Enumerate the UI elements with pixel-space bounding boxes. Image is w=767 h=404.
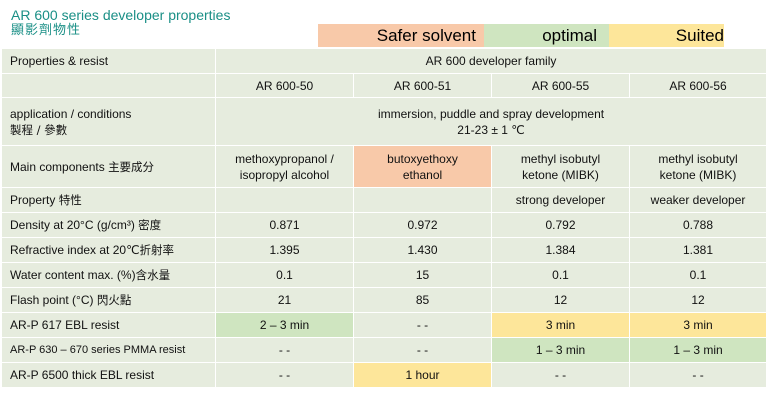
product-ar-600-50: AR 600-50 bbox=[215, 73, 354, 98]
resist-label-cell: AR-P 6500 thick EBL resist bbox=[1, 362, 216, 388]
product-ar-600-55: AR 600-55 bbox=[491, 73, 630, 98]
flash-cell: 12 bbox=[491, 287, 630, 313]
table-row-resist-617: AR-P 617 EBL resist 2 – 3 min - - 3 min … bbox=[1, 312, 767, 338]
resist-time-cell: 3 min bbox=[491, 312, 630, 338]
refractive-cell: 1.395 bbox=[215, 237, 354, 263]
application-value-cell: immersion, puddle and spray development … bbox=[214, 97, 767, 146]
main-components-cell: methyl isobutyl ketone (MIBK) bbox=[628, 145, 767, 188]
developer-family-cell: AR 600 developer family bbox=[214, 48, 767, 74]
application-label-zh: 製程 / 參數 bbox=[10, 122, 68, 137]
main-components-label-zh: 主要成分 bbox=[108, 159, 155, 174]
resist-time-cell: 3 min bbox=[628, 312, 767, 338]
application-value-line2: 21-23 ± 1 ℃ bbox=[457, 122, 525, 137]
flash-cell: 12 bbox=[628, 287, 767, 313]
water-label-zh: 含水量 bbox=[135, 268, 171, 282]
resist-time-cell: 1 – 3 min bbox=[491, 337, 630, 363]
main-components-label-en: Main components bbox=[10, 159, 105, 174]
flash-label-cell: Flash point (°C) 閃火點 bbox=[1, 287, 216, 313]
water-label-en: Water content max. (%) bbox=[10, 268, 136, 282]
resist-time-cell: 1 – 3 min bbox=[628, 337, 767, 363]
header-label-cell: Properties & resist bbox=[1, 48, 216, 74]
resist-label-cell: AR-P 630 – 670 series PMMA resist bbox=[1, 337, 216, 363]
flash-cell: 85 bbox=[353, 287, 492, 313]
water-cell: 0.1 bbox=[491, 262, 630, 288]
table-row-products: AR 600-50 AR 600-51 AR 600-55 AR 600-56 bbox=[1, 73, 767, 98]
empty-cell bbox=[1, 73, 216, 98]
main-components-label-cell: Main components 主要成分 bbox=[1, 145, 216, 188]
main-components-cell: methyl isobutyl ketone (MIBK) bbox=[491, 145, 630, 188]
product-ar-600-51: AR 600-51 bbox=[353, 73, 492, 98]
component-line: ketone (MIBK) bbox=[522, 167, 599, 182]
table-row-property: Property 特性 strong developer weaker deve… bbox=[1, 187, 767, 213]
density-cell: 0.788 bbox=[628, 212, 767, 238]
component-line: ethanol bbox=[402, 167, 443, 182]
legend-suited: Suited bbox=[609, 24, 724, 47]
table-row-resist-6500: AR-P 6500 thick EBL resist - - 1 hour - … bbox=[1, 362, 767, 388]
property-cell: strong developer bbox=[491, 187, 630, 213]
table-row-flash-point: Flash point (°C) 閃火點 21 85 12 12 bbox=[1, 287, 767, 313]
resist-time-cell: 1 hour bbox=[353, 362, 492, 388]
table-row-water-content: Water content max. (%)含水量 0.1 15 0.1 0.1 bbox=[1, 262, 767, 288]
component-line: methyl isobutyl bbox=[520, 151, 601, 166]
water-label-cell: Water content max. (%)含水量 bbox=[1, 262, 216, 288]
flash-cell: 21 bbox=[215, 287, 354, 313]
density-cell: 0.871 bbox=[215, 212, 354, 238]
resist-time-cell: - - bbox=[215, 337, 354, 363]
main-components-cell: butoxyethoxy ethanol bbox=[353, 145, 492, 188]
resist-label-cell: AR-P 617 EBL resist bbox=[1, 312, 216, 338]
property-cell: weaker developer bbox=[628, 187, 767, 213]
density-cell: 0.972 bbox=[353, 212, 492, 238]
page-title: AR 600 series developer properties 顯影劑物性 bbox=[11, 7, 230, 39]
legend-optimal: optimal bbox=[484, 24, 609, 47]
property-label-zh: 特性 bbox=[58, 193, 82, 207]
table-row-application: application / conditions 製程 / 參數 immersi… bbox=[1, 97, 767, 146]
legend-safer-solvent: Safer solvent bbox=[318, 24, 484, 47]
refractive-cell: 1.381 bbox=[628, 237, 767, 263]
component-line: butoxyethoxy bbox=[387, 151, 458, 166]
title-chinese: 顯影劑物性 bbox=[11, 23, 82, 38]
table-row-header: Properties & resist AR 600 developer fam… bbox=[1, 48, 767, 74]
property-cell bbox=[353, 187, 492, 213]
component-line: methoxypropanol / bbox=[235, 151, 334, 166]
density-label-zh: 密度 bbox=[138, 218, 162, 232]
application-label-cell: application / conditions 製程 / 參數 bbox=[1, 97, 216, 146]
property-cell bbox=[215, 187, 354, 213]
resist-time-cell: 2 – 3 min bbox=[215, 312, 354, 338]
table-row-refractive-index: Refractive index at 20℃折射率 1.395 1.430 1… bbox=[1, 237, 767, 263]
component-line: ketone (MIBK) bbox=[659, 167, 737, 182]
table-row-density: Density at 20°C (g/cm³) 密度 0.871 0.972 0… bbox=[1, 212, 767, 238]
refractive-label-en: Refractive index at 20℃ bbox=[10, 243, 140, 257]
component-line: isopropyl alcohol bbox=[239, 167, 330, 182]
water-cell: 0.1 bbox=[628, 262, 767, 288]
density-label-cell: Density at 20°C (g/cm³) 密度 bbox=[1, 212, 216, 238]
main-components-cell: methoxypropanol / isopropyl alcohol bbox=[215, 145, 354, 188]
density-cell: 0.792 bbox=[491, 212, 630, 238]
developer-properties-table: Properties & resist AR 600 developer fam… bbox=[1, 48, 767, 388]
resist-time-cell: - - bbox=[628, 362, 767, 388]
refractive-label-cell: Refractive index at 20℃折射率 bbox=[1, 237, 216, 263]
resist-time-cell: - - bbox=[491, 362, 630, 388]
table-row-resist-630-670: AR-P 630 – 670 series PMMA resist - - - … bbox=[1, 337, 767, 363]
flash-label-zh: 閃火點 bbox=[96, 293, 132, 307]
resist-time-cell: - - bbox=[353, 337, 492, 363]
application-value-line1: immersion, puddle and spray development bbox=[377, 106, 605, 121]
water-cell: 0.1 bbox=[215, 262, 354, 288]
title-english: AR 600 series developer properties bbox=[11, 7, 231, 23]
resist-time-cell: - - bbox=[215, 362, 354, 388]
refractive-cell: 1.430 bbox=[353, 237, 492, 263]
resist-time-cell: - - bbox=[353, 312, 492, 338]
property-label-cell: Property 特性 bbox=[1, 187, 216, 213]
density-label-en: Density at 20°C (g/cm³) bbox=[10, 218, 135, 232]
product-ar-600-56: AR 600-56 bbox=[628, 73, 767, 98]
application-label-en: application / conditions bbox=[10, 106, 132, 121]
table-row-main-components: Main components 主要成分 methoxypropanol / i… bbox=[1, 145, 767, 188]
water-cell: 15 bbox=[353, 262, 492, 288]
refractive-cell: 1.384 bbox=[491, 237, 630, 263]
property-label-en: Property bbox=[10, 193, 56, 207]
refractive-label-zh: 折射率 bbox=[139, 243, 175, 257]
flash-label-en: Flash point (°C) bbox=[10, 293, 94, 307]
component-line: methyl isobutyl bbox=[658, 151, 738, 166]
